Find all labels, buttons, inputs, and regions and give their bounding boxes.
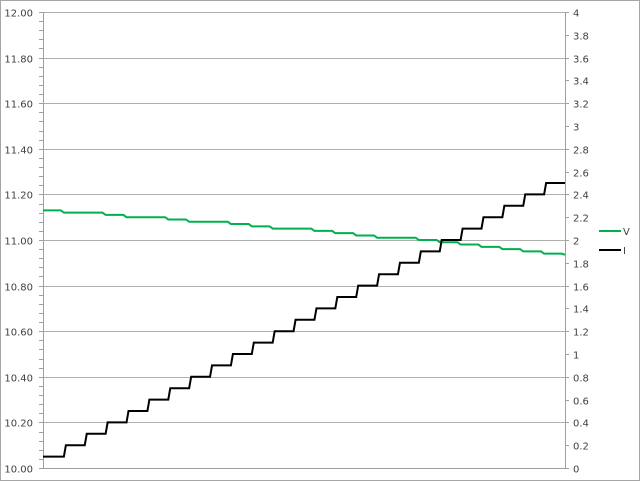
right-tick-label: 3.6 bbox=[573, 55, 589, 66]
right-tick-label: 3.4 bbox=[573, 77, 589, 88]
legend-label-i: I bbox=[623, 246, 626, 257]
left-tick-label: 11.80 bbox=[4, 55, 33, 66]
right-tick-label: 1 bbox=[573, 351, 579, 362]
right-tick-label: 2.4 bbox=[573, 191, 589, 202]
right-tick-label: 0.8 bbox=[573, 374, 589, 385]
right-tick-label: 0.4 bbox=[573, 419, 589, 430]
right-tick-label: 2.8 bbox=[573, 146, 589, 157]
right-tick-label: 4 bbox=[573, 9, 579, 20]
right-tick-label: 1.8 bbox=[573, 260, 589, 271]
series-line-i bbox=[43, 182, 565, 458]
left-tick-label: 12.00 bbox=[4, 9, 33, 20]
right-tick-label: 3 bbox=[573, 123, 579, 134]
left-tick-label: 10.80 bbox=[4, 283, 33, 294]
right-tick-label: 1.6 bbox=[573, 283, 589, 294]
right-tick-label: 1.4 bbox=[573, 305, 589, 316]
left-tick-label: 11.20 bbox=[4, 191, 33, 202]
right-tick-label: 2.6 bbox=[573, 169, 589, 180]
left-tick-label: 10.20 bbox=[4, 419, 33, 430]
right-tick-label: 0.2 bbox=[573, 442, 589, 453]
left-tick-label: 11.00 bbox=[4, 237, 33, 248]
left-tick-label: 11.60 bbox=[4, 100, 33, 111]
right-tick-label: 2 bbox=[573, 237, 579, 248]
right-tick-label: 3.2 bbox=[573, 100, 589, 111]
right-tick-label: 0 bbox=[573, 465, 579, 476]
right-tick-label: 2.2 bbox=[573, 214, 589, 225]
left-tick-label: 11.40 bbox=[4, 146, 33, 157]
right-tick-label: 3.8 bbox=[573, 32, 589, 43]
left-tick-label: 10.00 bbox=[4, 465, 33, 476]
series-line-v bbox=[43, 209, 566, 256]
left-tick-label: 10.40 bbox=[4, 374, 33, 385]
legend-label-v: V bbox=[623, 227, 630, 238]
left-tick-label: 10.60 bbox=[4, 328, 33, 339]
right-tick-label: 1.2 bbox=[573, 328, 589, 339]
right-tick-label: 0.6 bbox=[573, 397, 589, 408]
